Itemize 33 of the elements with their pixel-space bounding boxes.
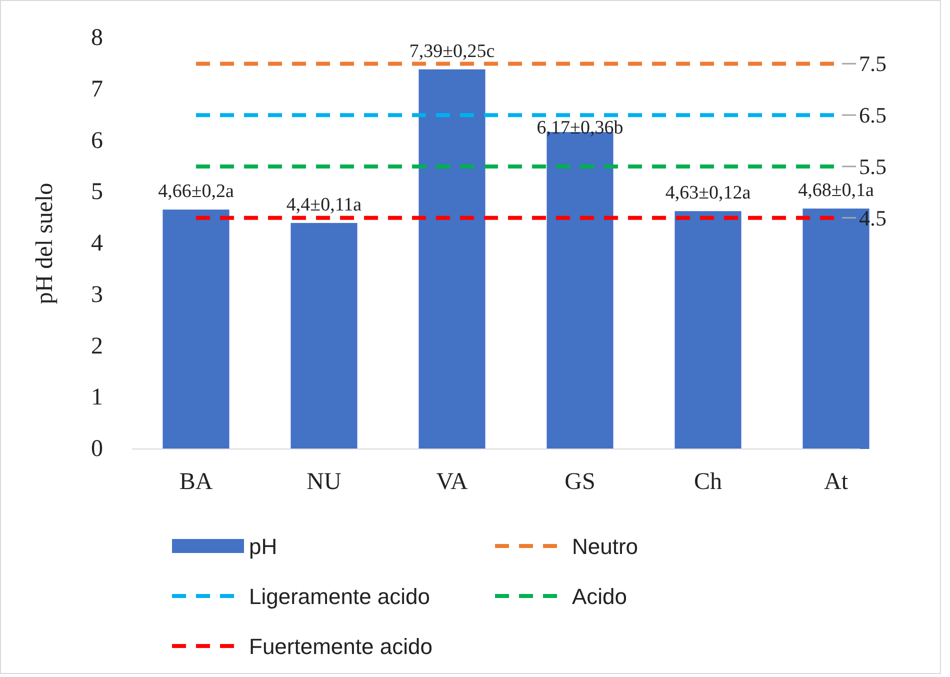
- x-tick-label: Ch: [694, 469, 722, 495]
- data-label: 4,68±0,1a: [798, 180, 874, 202]
- data-label: 7,39±0,25c: [409, 40, 495, 62]
- data-label: 4,4±0,11a: [286, 194, 362, 216]
- legend-label: Fuertemente acido: [249, 634, 432, 659]
- y-axis-title: pH del suelo: [32, 182, 58, 304]
- legend-label: Ligeramente acido: [249, 584, 430, 609]
- data-label: 5.5: [859, 154, 886, 179]
- data-label: 4,66±0,2a: [158, 181, 234, 202]
- x-tick-label: GS: [564, 469, 596, 495]
- bar: [418, 69, 486, 449]
- y-tick-label: 1: [91, 384, 103, 411]
- y-tick-label: 4: [91, 230, 103, 256]
- x-tick-label: NU: [306, 469, 342, 495]
- data-label: 4,63±0,12a: [665, 182, 752, 204]
- legend-label: Neutro: [572, 534, 638, 559]
- y-tick-label: 6: [91, 128, 103, 154]
- x-tick-label: VA: [436, 469, 468, 495]
- x-tick-label: At: [824, 469, 848, 495]
- legend-label: pH: [249, 534, 278, 559]
- data-label: 7.5: [859, 51, 886, 76]
- bar: [290, 222, 358, 449]
- bar: [674, 211, 742, 449]
- y-tick-label: 0: [91, 436, 103, 462]
- y-tick-label: 5: [91, 179, 103, 206]
- y-tick-label: 7: [91, 76, 103, 102]
- x-tick-label: BA: [179, 469, 214, 495]
- y-tick-label: 3: [91, 282, 103, 308]
- legend-label: Acido: [572, 584, 628, 609]
- y-tick-label: 2: [91, 333, 103, 360]
- data-label: 6.5: [859, 102, 886, 128]
- bar: [162, 210, 230, 449]
- y-tick-label: 8: [91, 25, 103, 51]
